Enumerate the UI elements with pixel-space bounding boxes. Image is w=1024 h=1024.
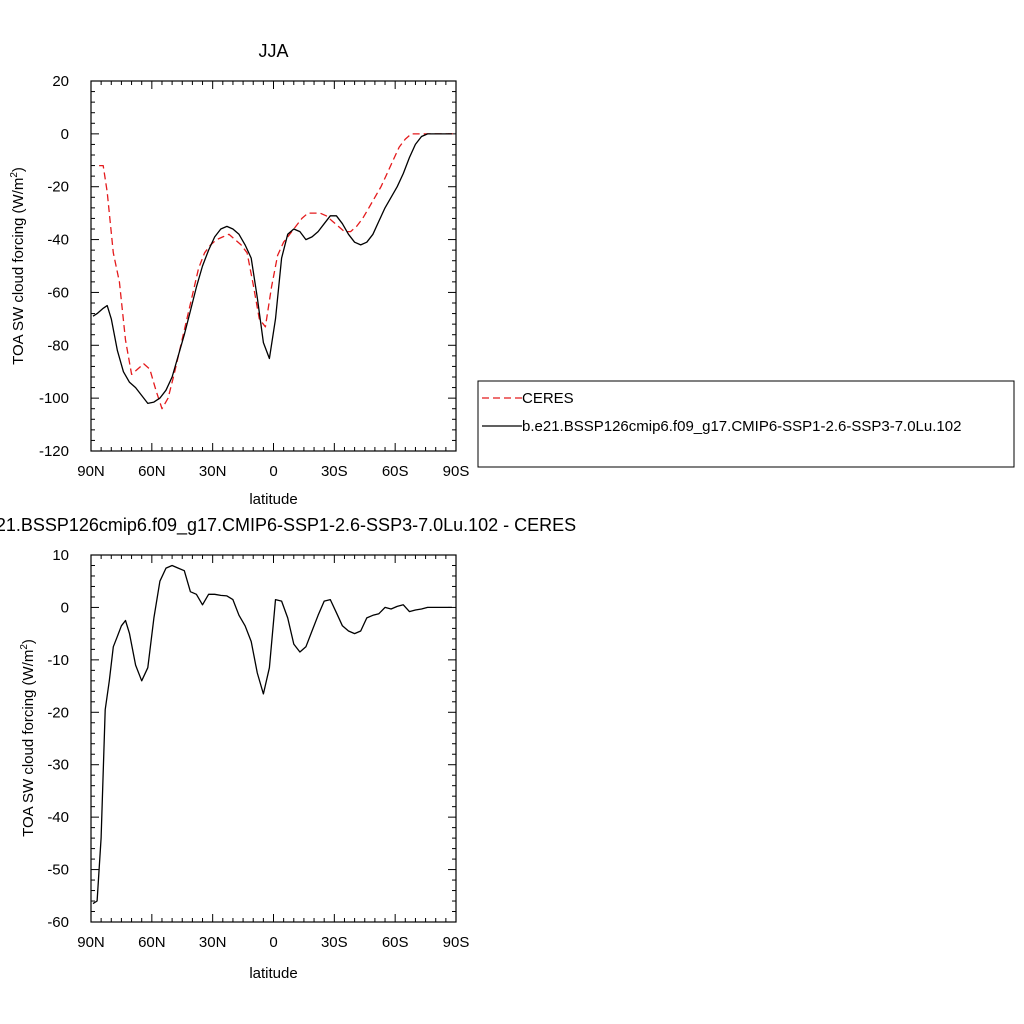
y-tick-label: -60: [47, 284, 69, 301]
y-tick-label: 20: [52, 73, 69, 90]
model-series-line: [92, 133, 452, 405]
x-tick-label: 30S: [321, 934, 348, 951]
y-axis-label: TOA SW cloud forcing (W/m2): [9, 167, 27, 365]
plot-frame: [90, 80, 457, 452]
x-tick-label: 90N: [77, 463, 105, 480]
chart-title: b.e21.BSSP126cmip6.f09_g17.CMIP6-SSP1-2.…: [0, 515, 576, 536]
x-tick-label: 90N: [77, 934, 105, 951]
y-tick-label: -40: [47, 809, 69, 826]
plot-frame: [90, 554, 457, 923]
legend-box: [477, 380, 1015, 468]
y-tick-label: -60: [47, 914, 69, 931]
x-tick-label: 60N: [138, 463, 166, 480]
y-tick-label: -80: [47, 337, 69, 354]
x-tick-label: 0: [269, 463, 277, 480]
legend-label: b.e21.BSSP126cmip6.f09_g17.CMIP6-SSP1-2.…: [522, 418, 961, 435]
x-tick-label: 90S: [443, 463, 470, 480]
x-axis-label: latitude: [249, 491, 297, 508]
y-axis-label: TOA SW cloud forcing (W/m2): [19, 639, 37, 837]
x-tick-label: 60N: [138, 934, 166, 951]
chart-title: JJA: [258, 41, 288, 61]
y-tick-label: -20: [47, 704, 69, 721]
x-tick-label: 60S: [382, 463, 409, 480]
x-tick-label: 30N: [199, 463, 227, 480]
y-tick-label: -50: [47, 862, 69, 879]
ceres-series-line: [99, 133, 454, 410]
x-tick-label: 30N: [199, 934, 227, 951]
y-tick-label: -120: [39, 443, 69, 460]
x-tick-label: 30S: [321, 463, 348, 480]
difference-panel: b.e21.BSSP126cmip6.f09_g17.CMIP6-SSP1-2.…: [0, 515, 576, 982]
legend-label: CERES: [522, 390, 574, 407]
y-tick-label: -20: [47, 179, 69, 196]
difference-series-line: [92, 564, 452, 905]
y-tick-label: 0: [61, 599, 69, 616]
y-tick-label: 10: [52, 547, 69, 564]
legend: CERES b.e21.BSSP126cmip6.f09_g17.CMIP6-SS…: [477, 380, 1015, 468]
y-tick-label: -100: [39, 390, 69, 407]
y-tick-label: -10: [47, 652, 69, 669]
x-tick-label: 90S: [443, 934, 470, 951]
y-tick-label: -40: [47, 232, 69, 249]
jja-panel: JJA 90N 60N 30N 0 30S 60S 90S 20 0 -20 -40 -60 -80 -10…: [9, 41, 1015, 508]
x-tick-label: 0: [269, 934, 277, 951]
y-tick-label: 0: [61, 126, 69, 143]
x-tick-label: 60S: [382, 934, 409, 951]
y-tick-label: -30: [47, 757, 69, 774]
x-axis-label: latitude: [249, 965, 297, 982]
